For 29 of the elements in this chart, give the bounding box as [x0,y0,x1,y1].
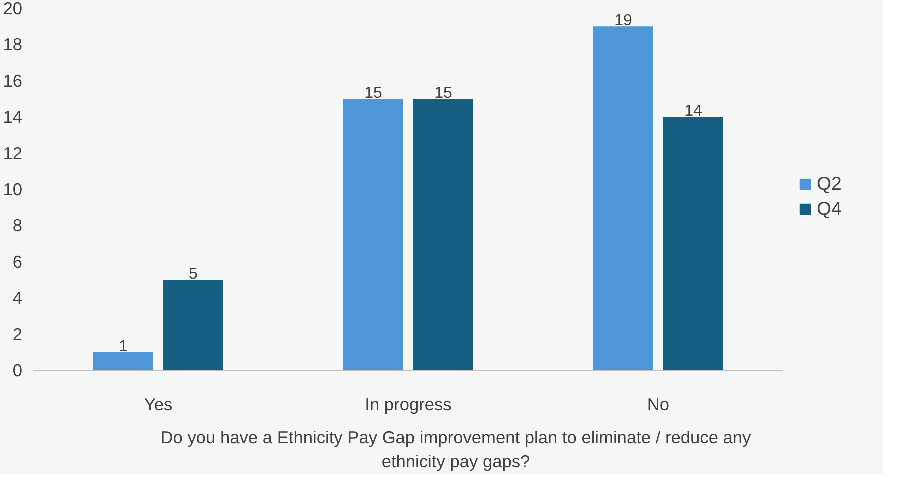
y-tick-label: 12 [3,143,23,164]
bar [414,99,474,370]
x-tick-label: Yes [144,394,173,414]
y-tick-label: 6 [12,252,23,272]
legend-label: Q2 [817,173,842,195]
x-axis-title: Do you have a Ethnicity Pay Gap improvement plan to eliminate / reduce any ethnicity pay gaps? [160,428,752,472]
data-label: 1 [119,338,128,356]
bar [664,117,724,370]
y-tick-label: 16 [3,70,23,91]
data-label: 19 [614,12,632,30]
data-label: 15 [434,85,452,102]
x-tick-label: In progress [365,394,452,414]
y-tick-label: 8 [12,216,23,236]
y-tick-label: 2 [12,324,23,344]
y-tick-label: 14 [3,107,23,128]
y-tick-label: 20 [3,0,23,18]
x-tick-label: No [647,394,670,414]
bar [594,26,654,370]
legend-label: Q4 [817,198,842,220]
bar [164,280,224,370]
y-tick-label: 4 [12,288,23,308]
bar [94,352,154,370]
data-label: 14 [684,103,702,120]
y-tick-label: 18 [3,34,23,55]
data-label: 5 [189,266,198,283]
bar [344,99,404,370]
data-label: 15 [364,85,382,102]
y-tick-label: 10 [3,180,23,200]
y-tick-label: 0 [12,360,23,380]
